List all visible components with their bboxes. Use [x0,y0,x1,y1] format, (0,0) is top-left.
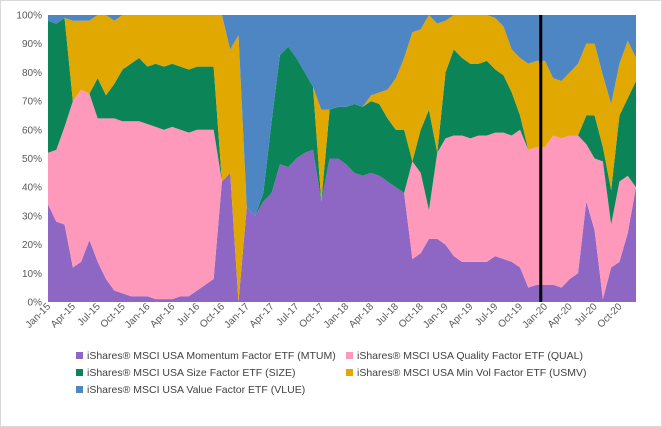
legend-item-ishares-msci-usa-size-factor-etf-size: iShares® MSCI USA Size Factor ETF (SIZE) [76,367,295,379]
legend-swatch [76,369,83,376]
legend-swatch [76,352,83,359]
x-tick-label: Apr-19 [446,301,475,330]
x-tick-label: Oct-17 [297,301,326,330]
y-tick-label: 100% [16,11,42,22]
x-tick-label: Jan-16 [123,301,153,331]
legend-swatch [76,386,83,393]
area-ishares-msci-usa-quality-factor-etf-qual [48,89,636,303]
legend-label: iShares® MSCI USA Size Factor ETF (SIZE) [87,367,295,379]
y-tick-label: 80% [22,68,42,79]
legend-label: iShares® MSCI USA Momentum Factor ETF (M… [87,350,336,362]
x-tick-label: Jan-17 [222,301,252,331]
legend-label: iShares® MSCI USA Quality Factor ETF (QU… [357,350,583,362]
x-tick-label: Jan-18 [322,301,352,331]
x-tick-label: Apr-15 [49,301,78,330]
x-tick-label: Jan-20 [521,301,551,331]
area-ishares-msci-usa-size-factor-etf-size [48,17,636,303]
y-tick-label: 30% [22,211,42,222]
x-tick-label: Apr-20 [546,301,575,330]
legend-label: iShares® MSCI USA Value Factor ETF (VLUE… [87,384,305,396]
legend-item-ishares-msci-usa-value-factor-etf-vlue: iShares® MSCI USA Value Factor ETF (VLUE… [76,384,305,396]
legend-item-ishares-msci-usa-momentum-factor-etf-mtum: iShares® MSCI USA Momentum Factor ETF (M… [76,350,336,362]
y-tick-label: 20% [22,240,42,251]
x-tick-label: Apr-18 [347,301,376,330]
legend-label: iShares® MSCI USA Min Vol Factor ETF (US… [357,367,586,379]
y-tick-label: 60% [22,125,42,136]
area-ishares-msci-usa-min-vol-factor-etf-usmv [48,15,636,302]
x-tick-label: Oct-20 [596,301,625,330]
x-tick-label: Oct-16 [198,301,227,330]
legend: iShares® MSCI USA Momentum Factor ETF (M… [76,350,586,396]
series-areas [48,15,636,303]
legend-swatch [346,369,353,376]
y-axis-ticks: 0% 10% 20% 30% 40% 50% 60% 70% 80% 90% 100% [16,11,42,309]
area-ishares-msci-usa-value-factor-etf-vlue [48,15,636,216]
legend-item-ishares-msci-usa-quality-factor-etf-qual: iShares® MSCI USA Quality Factor ETF (QU… [346,350,583,362]
y-tick-label: 10% [22,269,42,280]
y-tick-label: 70% [22,97,42,108]
y-tick-label: 40% [22,183,42,194]
x-axis-ticks: Jan-15Apr-15Jul-15Oct-15Jan-16Apr-16Jul-… [24,301,625,331]
legend-swatch [346,352,353,359]
x-tick-label: Apr-16 [148,301,177,330]
y-tick-label: 90% [22,39,42,50]
x-tick-label: Oct-19 [496,301,525,330]
area-ishares-msci-usa-momentum-factor-etf-mtum [48,149,636,302]
legend-item-ishares-msci-usa-min-vol-factor-etf-usmv: iShares® MSCI USA Min Vol Factor ETF (US… [346,367,586,379]
y-tick-label: 50% [22,154,42,165]
y-tick-label: 0% [28,298,43,309]
x-tick-label: Apr-17 [248,301,277,330]
x-tick-label: Jan-19 [421,301,451,331]
x-tick-label: Oct-15 [99,301,128,330]
x-tick-label: Oct-18 [397,301,426,330]
